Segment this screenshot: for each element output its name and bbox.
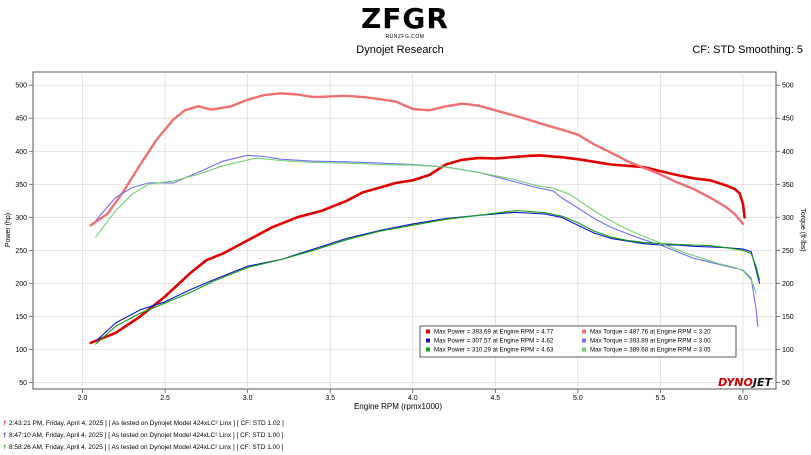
y-tick-label-left: 400 <box>15 149 27 156</box>
x-tick-label: 4.5 <box>490 395 500 402</box>
legend-swatch-torque <box>582 338 586 343</box>
run-label: 8:58:26 AM, Friday, April 4, 2025 ] [ As… <box>9 444 284 451</box>
axes: 2.0 2.5 3.0 3.5 4.0 4.5 5.0 5.5 6.0 50 50 100 100 150… <box>15 83 793 402</box>
x-tick-label: 6.0 <box>738 395 748 402</box>
logo-wordmark: ZFGR <box>361 2 449 35</box>
torque-line-run-3 <box>95 157 757 294</box>
run-entry: † 8:47:10 AM, Friday, April 4, 2025 ] [ A… <box>3 432 283 439</box>
y-tick-label-left: 200 <box>15 281 27 288</box>
y-tick-label-right: 450 <box>782 116 794 123</box>
logo-subtext: RUNZFG.COM <box>385 34 425 40</box>
power-line-run-3 <box>95 209 761 345</box>
legend-swatch-torque <box>582 329 586 334</box>
y-axis-right-label: Torque (ft-lbs) <box>799 208 806 251</box>
y-tick-label-right: 200 <box>782 281 794 288</box>
legend-box <box>419 325 737 358</box>
y-tick-label-left: 100 <box>15 347 27 354</box>
x-tick-label: 5.5 <box>656 395 666 402</box>
y-axis-left-label: Power (hp) <box>5 213 12 247</box>
legend-torque-entry: Max Torque = 389.68 at Engine RPM = 3.05 <box>590 347 711 354</box>
run-entry: † 8:58:26 AM, Friday, April 4, 2025 ] [ A… <box>3 444 283 451</box>
logo: ZFGR RUNZFG.COM <box>360 2 450 41</box>
torque-line-run-1 <box>89 92 745 227</box>
y-tick-label-right: 350 <box>782 182 794 189</box>
x-tick-label: 2.5 <box>160 395 170 402</box>
legend-swatch-power <box>426 347 430 352</box>
legend: Max Power = 393.69 at Engine RPM = 4.77 M… <box>419 325 737 358</box>
x-tick-label: 3.5 <box>325 395 335 402</box>
legend-swatch-power <box>426 329 430 334</box>
legend-swatch-torque <box>582 347 586 352</box>
legend-torque-entry: Max Torque = 487.76 at Engine RPM = 3.20 <box>590 329 711 336</box>
y-tick-label-left: 150 <box>15 314 27 321</box>
y-tick-label-right: 400 <box>782 149 794 156</box>
x-tick-label: 3.0 <box>243 395 253 402</box>
legend-power-entry: Max Power = 310.29 at Engine RPM = 4.63 <box>434 347 554 354</box>
y-tick-label-right: 250 <box>782 248 794 255</box>
run-entry: † 2:43:21 PM, Friday, April 4, 2025 ] [ A… <box>3 420 284 427</box>
power-line-run-1 <box>89 154 746 345</box>
y-tick-label-left: 50 <box>19 380 27 387</box>
torque-line-run-2 <box>95 154 759 327</box>
y-tick-label-right: 150 <box>782 314 794 321</box>
legend-power-entry: Max Power = 307.57 at Engine RPM = 4.62 <box>434 338 554 345</box>
y-tick-label-left: 250 <box>15 248 27 255</box>
correction-factor-info: CF: STD Smoothing: 5 <box>692 44 803 56</box>
run-label: 8:47:10 AM, Friday, April 4, 2025 ] [ As… <box>9 432 284 439</box>
dynojet-brand: DYNOJET <box>718 376 773 389</box>
y-tick-label-left: 500 <box>15 83 27 90</box>
y-tick-label-right: 50 <box>782 380 790 387</box>
power-line-run-2 <box>95 211 761 342</box>
dyno-maker-title: Dynojet Research <box>356 44 444 56</box>
legend-swatch-power <box>426 338 430 343</box>
y-tick-label-left: 350 <box>15 182 27 189</box>
legend-torque-entry: Max Torque = 393.89 at Engine RPM = 3.00 <box>590 338 711 345</box>
y-tick-label-right: 500 <box>782 83 794 90</box>
legend-power-entry: Max Power = 393.69 at Engine RPM = 4.77 <box>434 329 554 336</box>
run-pin-icon: † <box>3 420 7 427</box>
y-tick-label-left: 300 <box>15 215 27 222</box>
run-pin-icon: † <box>3 432 7 439</box>
run-label: 2:43:21 PM, Friday, April 4, 2025 ] [ As… <box>9 420 284 427</box>
x-axis-label: Engine RPM (rpmx1000) <box>354 402 442 411</box>
y-tick-label-left: 450 <box>15 116 27 123</box>
x-tick-label: 4.0 <box>408 395 418 402</box>
x-tick-label: 2.0 <box>78 395 88 402</box>
run-pin-icon: † <box>3 444 7 451</box>
y-tick-label-right: 100 <box>782 347 794 354</box>
x-tick-label: 5.0 <box>573 395 583 402</box>
y-tick-label-right: 300 <box>782 215 794 222</box>
series-group <box>89 92 761 345</box>
